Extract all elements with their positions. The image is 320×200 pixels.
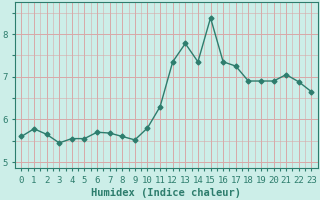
X-axis label: Humidex (Indice chaleur): Humidex (Indice chaleur) [92, 188, 241, 198]
